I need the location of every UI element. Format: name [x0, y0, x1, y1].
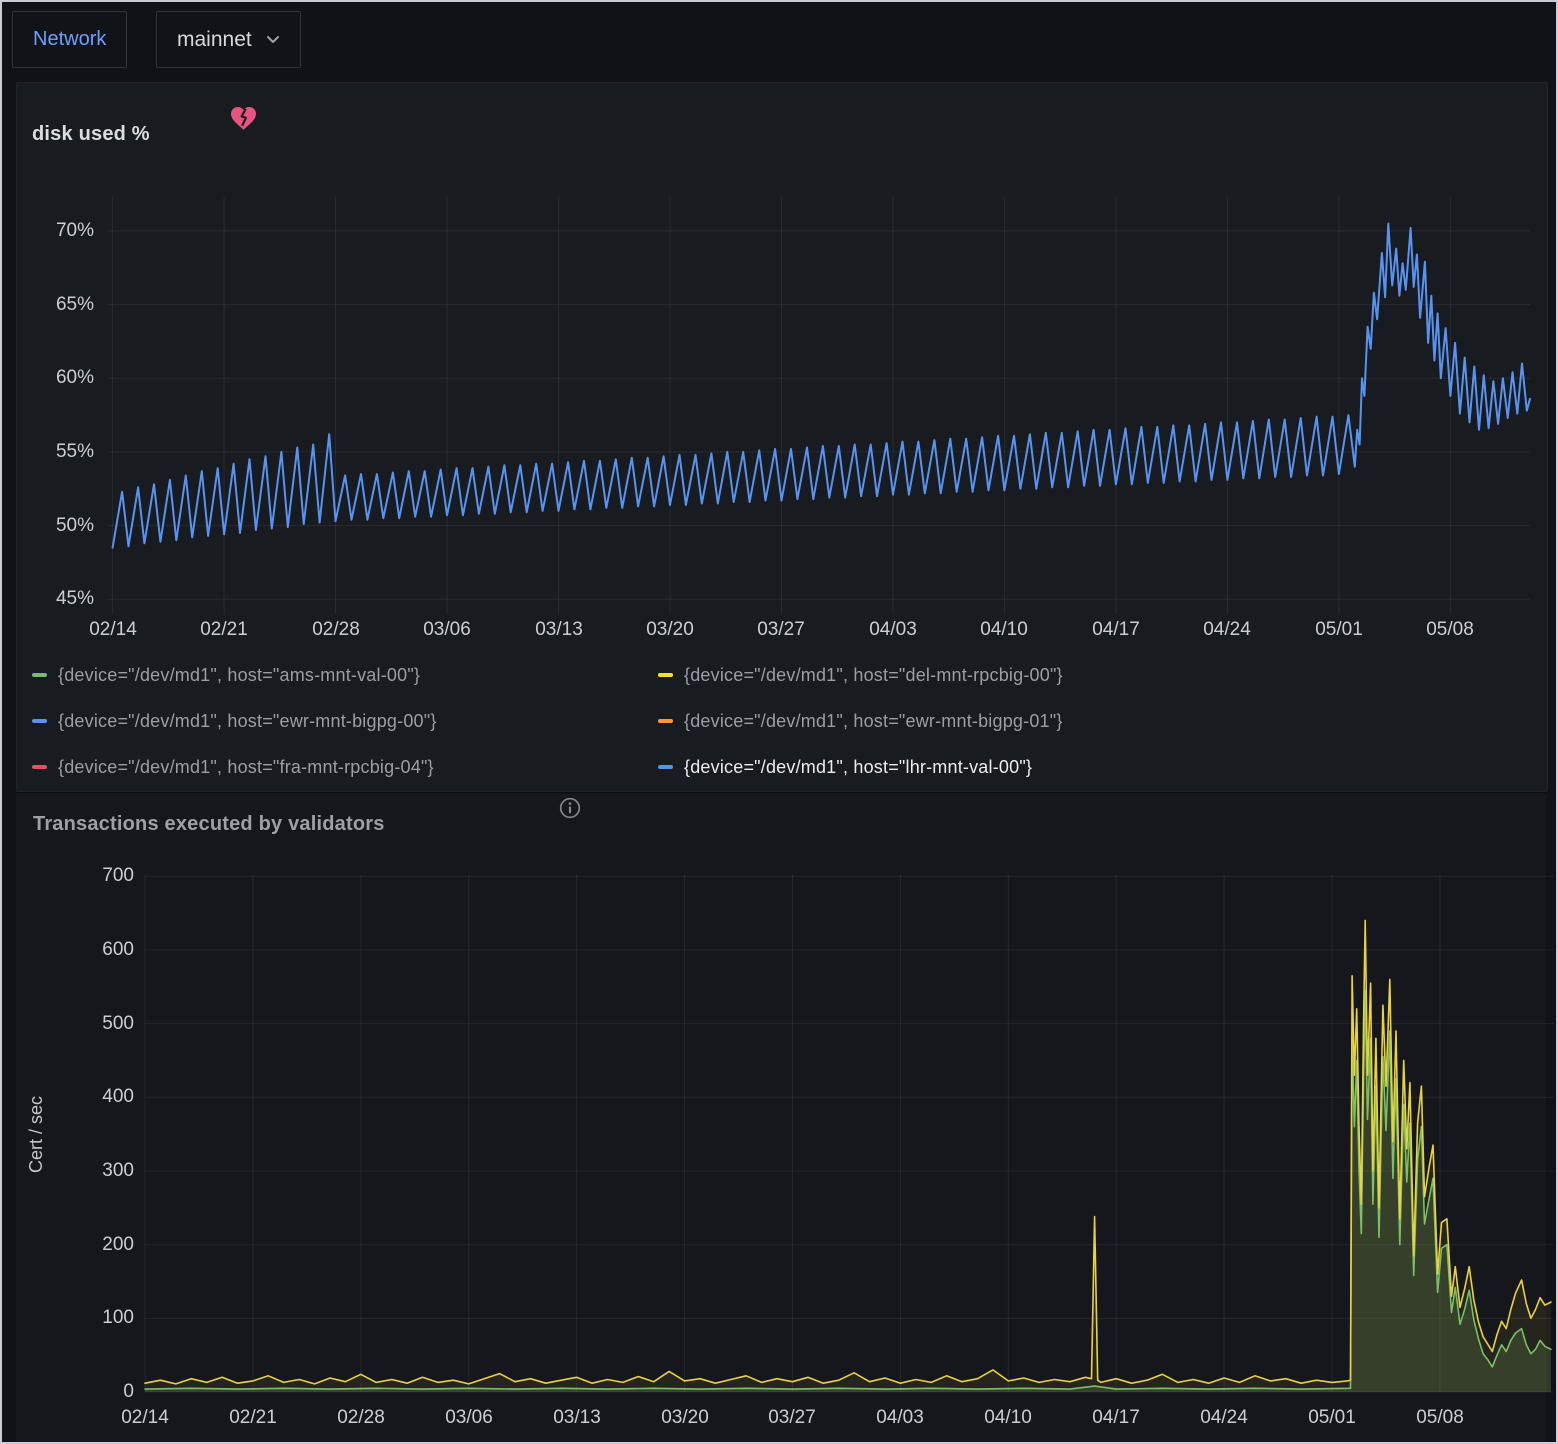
x-tick-label: 05/01 — [1315, 619, 1363, 640]
panel-title-transactions: Transactions executed by validators — [33, 812, 385, 835]
y-tick-label: 200 — [102, 1234, 134, 1255]
legend-label: {device="/dev/md1", host="ams-mnt-val-00… — [58, 664, 421, 685]
legend-swatch-icon — [32, 765, 47, 769]
y-tick-label: 0 — [123, 1381, 134, 1402]
legend-swatch-icon — [658, 719, 673, 723]
panel-title-disk-used: disk used % — [32, 122, 150, 145]
disk-used-chart[interactable] — [107, 197, 1531, 614]
y-tick-label: 45% — [55, 588, 94, 609]
x-tick-label: 03/20 — [646, 619, 694, 640]
chevron-down-icon — [266, 35, 280, 44]
series-area-cert-per-sec-yellow — [145, 920, 1551, 1392]
x-tick-label: 05/08 — [1426, 619, 1474, 640]
x-tick-label: 04/17 — [1092, 619, 1140, 640]
x-tick-label: 04/24 — [1200, 1407, 1248, 1428]
y-tick-label: 100 — [102, 1307, 134, 1328]
legend-item[interactable]: {device="/dev/md1", host="ams-mnt-val-00… — [32, 652, 632, 698]
legend-item[interactable]: {device="/dev/md1", host="lhr-mnt-val-00… — [658, 744, 1258, 790]
y-tick-label: 70% — [55, 220, 94, 241]
x-tick-label: 04/03 — [869, 619, 917, 640]
transactions-chart[interactable] — [144, 874, 1554, 1393]
x-tick-label: 03/13 — [535, 619, 583, 640]
y-tick-label: 600 — [102, 939, 134, 960]
x-tick-label: 04/17 — [1092, 1407, 1140, 1428]
panel-transactions — [16, 792, 1546, 1442]
x-tick-label: 03/06 — [445, 1407, 493, 1428]
x-tick-label: 02/21 — [229, 1407, 277, 1428]
network-select[interactable]: mainnet — [156, 11, 301, 68]
legend-label: {device="/dev/md1", host="fra-mnt-rpcbig… — [58, 756, 434, 777]
variable-label-network: Network — [12, 11, 128, 68]
x-tick-label: 03/20 — [661, 1407, 709, 1428]
series-line-{device="/dev/md1", host="lhr-mnt-val-00"} — [111, 222, 1531, 549]
legend-label: {device="/dev/md1", host="ewr-mnt-bigpg-… — [684, 710, 1063, 731]
x-tick-label: 04/24 — [1203, 619, 1251, 640]
y-tick-label: 400 — [102, 1086, 134, 1107]
x-tick-label: 05/01 — [1308, 1407, 1356, 1428]
network-select-value: mainnet — [177, 27, 252, 51]
series-line-cert-per-sec-yellow — [144, 919, 1552, 1385]
legend-item[interactable]: {device="/dev/md1", host="ewr-mnt-bigpg-… — [658, 698, 1258, 744]
y-tick-label: 700 — [102, 865, 134, 886]
legend-swatch-icon — [32, 719, 47, 723]
info-icon[interactable] — [558, 796, 582, 820]
heart-break-alert-icon[interactable] — [230, 106, 257, 131]
legend-swatch-icon — [32, 673, 47, 677]
x-tick-label: 03/27 — [768, 1407, 816, 1428]
legend-label: {device="/dev/md1", host="lhr-mnt-val-00… — [684, 756, 1033, 777]
x-tick-label: 04/10 — [980, 619, 1028, 640]
y-tick-label: 300 — [102, 1160, 134, 1181]
x-tick-label: 03/27 — [757, 619, 805, 640]
y-tick-label: 55% — [55, 441, 94, 462]
panel-disk-used — [16, 82, 1548, 792]
disk-chart-legend: {device="/dev/md1", host="ams-mnt-val-00… — [32, 652, 1537, 790]
series-line-cert-per-sec-green — [144, 989, 1552, 1390]
legend-item[interactable]: {device="/dev/md1", host="ewr-mnt-bigpg-… — [32, 698, 632, 744]
x-tick-label: 02/28 — [312, 619, 360, 640]
legend-item[interactable]: {device="/dev/md1", host="del-mnt-rpcbig… — [658, 652, 1258, 698]
x-tick-label: 02/14 — [89, 619, 137, 640]
legend-swatch-icon — [658, 765, 673, 769]
y-tick-label: 65% — [55, 294, 94, 315]
x-tick-label: 03/13 — [553, 1407, 601, 1428]
x-tick-label: 02/14 — [121, 1407, 169, 1428]
x-tick-label: 04/03 — [876, 1407, 924, 1428]
legend-swatch-icon — [658, 673, 673, 677]
x-tick-label: 03/06 — [423, 619, 471, 640]
y-tick-label: 60% — [55, 367, 94, 388]
x-tick-label: 05/08 — [1416, 1407, 1464, 1428]
legend-label: {device="/dev/md1", host="del-mnt-rpcbig… — [684, 664, 1063, 685]
legend-item[interactable]: {device="/dev/md1", host="fra-mnt-rpcbig… — [32, 744, 632, 790]
x-tick-label: 02/21 — [200, 619, 248, 640]
y-tick-label: 50% — [55, 515, 94, 536]
network-label-text: Network — [33, 28, 107, 50]
series-area-cert-per-sec-green — [145, 990, 1551, 1392]
x-tick-label: 02/28 — [337, 1407, 385, 1428]
x-tick-label: 04/10 — [984, 1407, 1032, 1428]
y-tick-label: 500 — [102, 1013, 134, 1034]
legend-label: {device="/dev/md1", host="ewr-mnt-bigpg-… — [58, 710, 437, 731]
